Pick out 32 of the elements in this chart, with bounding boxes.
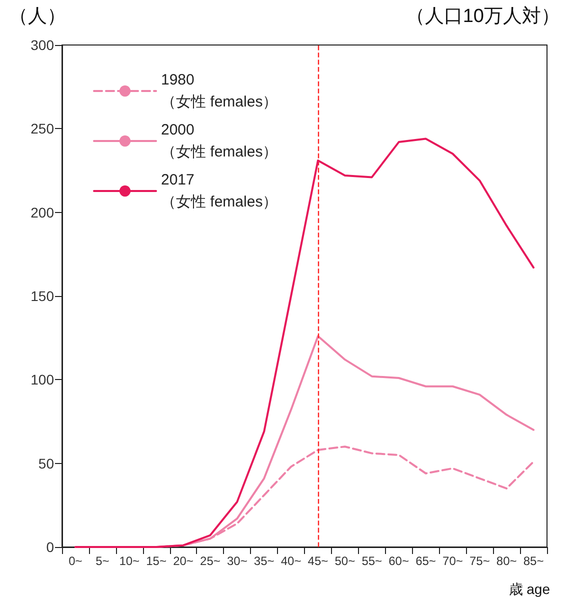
x-tick-label: 25~ [200,554,220,568]
y-tick-label: 150 [30,288,54,304]
x-tick-label: 55~ [362,554,382,568]
line-series [74,138,535,548]
x-tick-label: 45~ [308,554,328,568]
y-tick-label: 200 [30,204,54,220]
y-axis-title: （人） [9,6,66,27]
legend-label: 2000 （女性 females） [161,122,278,160]
x-tick-label: 70~ [442,554,463,568]
x-tick-label: 15~ [146,554,166,568]
x-tick-label: 20~ [173,554,194,568]
x-tick-label: 5~ [96,554,110,568]
x-tick-label: 50~ [334,554,356,568]
x-tick-label: 75~ [469,554,490,568]
y-tick-label: 50 [38,455,54,472]
text: （人口10万人対） [406,5,560,27]
legend-label: 1980 （女性 females） [161,72,278,110]
x-tick-label: 85~ [523,554,544,568]
x-tick-label: 30~ [226,554,248,568]
x-axis-title: 歳 age [508,581,550,597]
y-tick-label: 0 [46,539,54,555]
x-tick-label: 80~ [496,554,517,568]
legend-label: 2017 （女性 females） [161,172,278,210]
x-tick-label: 40~ [280,554,302,568]
x-tick-label: 35~ [254,554,274,568]
x-tick-label: 60~ [388,554,409,568]
y-tick-label: 300 [30,37,54,53]
y-tick-label: 250 [30,120,54,137]
x-tick-label: 65~ [416,554,436,568]
x-tick-label: 0~ [68,554,82,568]
x-tick-label: 10~ [119,554,140,568]
y-tick-label: 100 [30,372,54,388]
